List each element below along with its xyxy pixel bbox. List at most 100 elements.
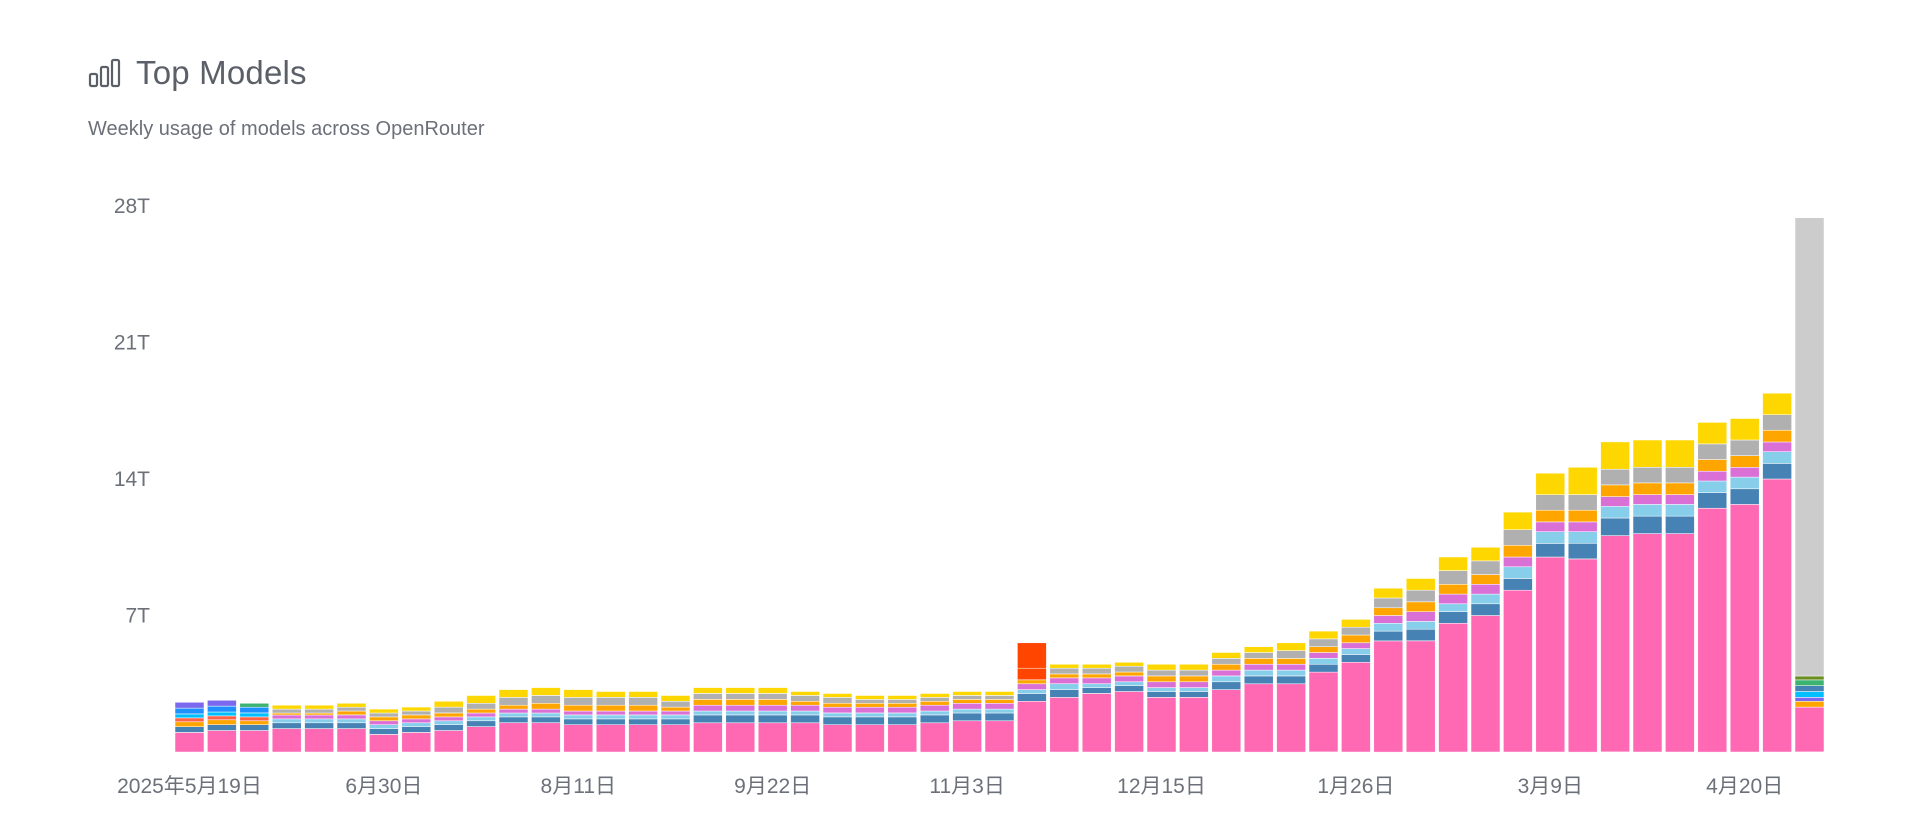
bar-segment[interactable] bbox=[466, 726, 496, 753]
bar-segment[interactable] bbox=[1665, 515, 1695, 534]
bar-segment[interactable] bbox=[1081, 667, 1112, 675]
bar-segment[interactable] bbox=[1081, 693, 1112, 753]
bar-segment[interactable] bbox=[855, 706, 885, 714]
bar-segment[interactable] bbox=[595, 718, 626, 725]
bar-segment[interactable] bbox=[790, 722, 820, 753]
bar-segment[interactable] bbox=[1243, 675, 1274, 685]
bar-segment[interactable] bbox=[757, 693, 788, 700]
bar-segment[interactable] bbox=[239, 720, 270, 725]
bar-segment[interactable] bbox=[1341, 648, 1371, 655]
bar-segment[interactable] bbox=[1600, 441, 1630, 470]
bar-segment[interactable] bbox=[1503, 556, 1533, 568]
bar-segment[interactable] bbox=[1017, 683, 1047, 690]
bar-segment[interactable] bbox=[725, 704, 756, 712]
bar-segment[interactable] bbox=[952, 720, 982, 753]
bar-segment[interactable] bbox=[1211, 658, 1242, 665]
bar-segment[interactable] bbox=[855, 699, 885, 704]
bar-segment[interactable] bbox=[984, 708, 1015, 714]
bar-segment[interactable] bbox=[1697, 470, 1728, 482]
bar-segment[interactable] bbox=[239, 730, 270, 753]
bar-segment[interactable] bbox=[1146, 675, 1177, 683]
bar-segment[interactable] bbox=[693, 699, 723, 706]
bar-segment[interactable] bbox=[1114, 691, 1144, 753]
bar-segment[interactable] bbox=[239, 706, 270, 714]
bar-segment[interactable] bbox=[1567, 494, 1598, 511]
bar-segment[interactable] bbox=[304, 712, 334, 716]
bar-segment[interactable] bbox=[1600, 506, 1630, 519]
bar-segment[interactable] bbox=[1276, 669, 1306, 677]
bar-segment[interactable] bbox=[1794, 679, 1825, 686]
bar-segment[interactable] bbox=[401, 714, 432, 720]
bar-segment[interactable] bbox=[1438, 603, 1468, 612]
bar-segment[interactable] bbox=[466, 716, 496, 722]
bar-segment[interactable] bbox=[1600, 535, 1630, 753]
bar-segment[interactable] bbox=[790, 714, 820, 724]
bar-segment[interactable] bbox=[304, 704, 334, 710]
bar-segment[interactable] bbox=[239, 724, 270, 731]
bar-segment[interactable] bbox=[271, 704, 302, 710]
bar-segment[interactable] bbox=[271, 728, 302, 753]
bar-segment[interactable] bbox=[790, 701, 820, 706]
bar-segment[interactable] bbox=[174, 732, 205, 753]
bar-segment[interactable] bbox=[693, 722, 723, 753]
bar-segment[interactable] bbox=[1405, 621, 1436, 630]
bar-segment[interactable] bbox=[790, 691, 820, 696]
bar-segment[interactable] bbox=[1567, 467, 1598, 495]
bar-segment[interactable] bbox=[563, 689, 594, 698]
bar-segment[interactable] bbox=[1632, 515, 1663, 534]
bar-segment[interactable] bbox=[595, 691, 626, 698]
bar-segment[interactable] bbox=[336, 728, 367, 753]
bar-segment[interactable] bbox=[1373, 615, 1404, 624]
bar-segment[interactable] bbox=[1697, 422, 1728, 445]
bar-segment[interactable] bbox=[1600, 517, 1630, 536]
bar-segment[interactable] bbox=[1794, 697, 1825, 702]
bar-segment[interactable] bbox=[1017, 679, 1047, 685]
bar-segment[interactable] bbox=[271, 718, 302, 724]
bar-segment[interactable] bbox=[1049, 697, 1080, 753]
bar-segment[interactable] bbox=[1405, 640, 1436, 753]
bar-segment[interactable] bbox=[1729, 476, 1760, 490]
bar-segment[interactable] bbox=[757, 687, 788, 694]
bar-segment[interactable] bbox=[1081, 683, 1112, 688]
bar-segment[interactable] bbox=[1146, 669, 1177, 677]
bar-segment[interactable] bbox=[207, 705, 237, 713]
bar-segment[interactable] bbox=[531, 716, 561, 723]
bar-segment[interactable] bbox=[401, 710, 432, 716]
bar-segment[interactable] bbox=[855, 724, 885, 753]
bar-segment[interactable] bbox=[1114, 681, 1144, 686]
bar-segment[interactable] bbox=[1405, 628, 1436, 642]
bar-segment[interactable] bbox=[563, 714, 594, 720]
bar-segment[interactable] bbox=[1373, 607, 1404, 616]
bar-segment[interactable] bbox=[1017, 689, 1047, 694]
bar-segment[interactable] bbox=[1243, 683, 1274, 753]
bar-segment[interactable] bbox=[563, 704, 594, 712]
bar-segment[interactable] bbox=[1146, 687, 1177, 692]
bar-segment[interactable] bbox=[531, 708, 561, 714]
bar-segment[interactable] bbox=[1535, 521, 1566, 532]
bar-segment[interactable] bbox=[822, 716, 853, 725]
bar-segment[interactable] bbox=[1049, 673, 1080, 679]
bar-segment[interactable] bbox=[271, 712, 302, 716]
bar-segment[interactable] bbox=[1665, 533, 1695, 753]
bar-segment[interactable] bbox=[1179, 687, 1209, 692]
bar-segment[interactable] bbox=[1049, 677, 1080, 684]
bar-segment-partial-week[interactable] bbox=[1794, 217, 1825, 677]
bar-segment[interactable] bbox=[919, 697, 950, 702]
bar-segment[interactable] bbox=[1729, 504, 1760, 753]
bar-segment[interactable] bbox=[1373, 597, 1404, 609]
bar-segment[interactable] bbox=[1373, 587, 1404, 599]
bar-segment[interactable] bbox=[660, 706, 691, 712]
bar-segment[interactable] bbox=[531, 687, 561, 696]
bar-segment[interactable] bbox=[887, 695, 918, 700]
bar-segment[interactable] bbox=[239, 716, 270, 722]
bar-segment[interactable] bbox=[304, 714, 334, 720]
bar-segment[interactable] bbox=[1114, 665, 1144, 673]
bar-segment[interactable] bbox=[1762, 441, 1792, 452]
bar-segment[interactable] bbox=[369, 720, 399, 725]
bar-segment[interactable] bbox=[595, 714, 626, 720]
bar-segment[interactable] bbox=[822, 724, 853, 753]
bar-segment[interactable] bbox=[174, 702, 205, 709]
bar-segment[interactable] bbox=[1114, 662, 1144, 667]
bar-segment[interactable] bbox=[207, 711, 237, 717]
bar-segment[interactable] bbox=[369, 712, 399, 718]
